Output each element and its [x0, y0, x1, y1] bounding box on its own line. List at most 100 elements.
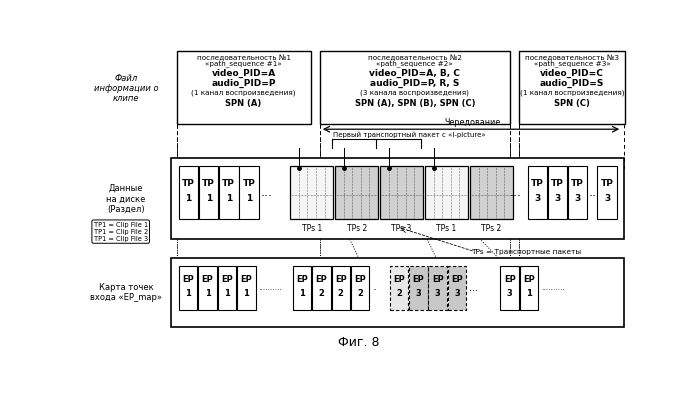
Bar: [500, 266, 519, 310]
Bar: [428, 266, 447, 310]
Bar: [520, 266, 538, 310]
Bar: [448, 266, 466, 310]
Text: 3: 3: [415, 289, 421, 298]
Text: 1: 1: [299, 289, 305, 298]
Text: SPN (A): SPN (A): [225, 99, 261, 108]
Bar: [320, 51, 510, 124]
Text: TP: TP: [571, 179, 584, 188]
Text: Первый транспортный пакет с «I-picture»: Первый транспортный пакет с «I-picture»: [333, 131, 486, 138]
Text: TPs 2: TPs 2: [347, 224, 367, 233]
Text: ..........: ..........: [541, 283, 565, 292]
Bar: [598, 166, 617, 218]
Text: SPN (A), SPN (B), SPN (C): SPN (A), SPN (B), SPN (C): [354, 99, 475, 108]
Bar: [177, 51, 310, 124]
Text: •: •: [99, 232, 103, 241]
Text: 2: 2: [396, 289, 402, 298]
Text: последовательность №3: последовательность №3: [525, 54, 619, 61]
Text: EP: EP: [393, 275, 405, 284]
Bar: [548, 166, 567, 218]
Text: ..: ..: [372, 283, 377, 292]
Bar: [179, 266, 197, 310]
Text: 3: 3: [575, 194, 581, 203]
Text: «path_sequence #2»: «path_sequence #2»: [377, 61, 453, 67]
Text: 1: 1: [205, 289, 210, 298]
Text: SPN (C): SPN (C): [554, 99, 590, 108]
Text: EP: EP: [335, 275, 347, 284]
Bar: [237, 266, 256, 310]
Bar: [312, 266, 331, 310]
Text: TPs = Транспортные пакеты: TPs = Транспортные пакеты: [471, 249, 581, 255]
Text: 2: 2: [357, 289, 363, 298]
Bar: [219, 166, 238, 218]
Text: EP: EP: [432, 275, 444, 284]
Text: (1 канал воспроизведения): (1 канал воспроизведения): [192, 89, 296, 96]
Bar: [331, 266, 350, 310]
Text: EP: EP: [201, 275, 213, 284]
Text: TPs 1: TPs 1: [436, 224, 456, 233]
Text: TPs 2: TPs 2: [482, 224, 502, 233]
Bar: [290, 166, 333, 218]
Text: 1: 1: [526, 289, 532, 298]
Text: ...: ...: [589, 186, 601, 199]
Text: TP1 = Clip File 1
TP1 = Clip File 2
TP1 = Clip File 3: TP1 = Clip File 1 TP1 = Clip File 2 TP1 …: [94, 222, 147, 242]
Text: (1 канал воспроизведения): (1 канал воспроизведения): [520, 89, 624, 96]
Text: Данные
на диске
(Раздел): Данные на диске (Раздел): [106, 184, 146, 214]
Bar: [380, 166, 423, 218]
Text: Фиг. 8: Фиг. 8: [338, 336, 380, 349]
Text: ...: ...: [468, 283, 477, 293]
Bar: [217, 266, 236, 310]
Bar: [568, 166, 587, 218]
Text: Файл
информации о
клипе: Файл информации о клипе: [94, 73, 159, 103]
Text: 1: 1: [243, 289, 249, 298]
Text: video_PID=A, B, C: video_PID=A, B, C: [369, 69, 460, 78]
Text: Чередование: Чередование: [445, 118, 500, 127]
Text: TPs 1: TPs 1: [301, 224, 322, 233]
Text: (3 канала воспроизведения): (3 канала воспроизведения): [361, 89, 469, 96]
Text: 1: 1: [206, 194, 212, 203]
Text: TPs 3: TPs 3: [391, 224, 412, 233]
Text: последовательность №2: последовательность №2: [368, 54, 462, 61]
Text: «path_sequence #3»: «path_sequence #3»: [534, 61, 610, 67]
Text: «path_sequence #1»: «path_sequence #1»: [206, 61, 282, 67]
Text: TP: TP: [531, 179, 544, 188]
Text: 2: 2: [338, 289, 344, 298]
Text: 1: 1: [246, 194, 252, 203]
Text: EP: EP: [451, 275, 463, 284]
Bar: [293, 266, 311, 310]
Bar: [199, 166, 218, 218]
Text: 2: 2: [319, 289, 324, 298]
Text: EP: EP: [504, 275, 516, 284]
Text: 3: 3: [534, 194, 540, 203]
Bar: [179, 166, 199, 218]
Text: EP: EP: [221, 275, 233, 284]
Text: EP: EP: [182, 275, 194, 284]
Bar: [351, 266, 370, 310]
Text: 1: 1: [226, 194, 232, 203]
Text: 1: 1: [224, 289, 230, 298]
Text: EP: EP: [315, 275, 327, 284]
Text: 3: 3: [554, 194, 561, 203]
Bar: [239, 166, 259, 218]
Text: ...: ...: [509, 186, 521, 199]
Text: 3: 3: [454, 289, 460, 298]
Text: video_PID=A: video_PID=A: [211, 69, 275, 78]
Text: audio_PID=P, R, S: audio_PID=P, R, S: [370, 79, 459, 87]
Text: 1: 1: [185, 194, 192, 203]
Text: EP: EP: [412, 275, 424, 284]
Bar: [528, 166, 547, 218]
Text: последовательность №1: последовательность №1: [196, 54, 291, 61]
Text: ..........: ..........: [258, 283, 282, 292]
Bar: [171, 158, 624, 239]
Bar: [199, 266, 217, 310]
Text: 1: 1: [185, 289, 191, 298]
Text: EP: EP: [296, 275, 308, 284]
Text: ...: ...: [261, 186, 273, 199]
Text: 3: 3: [435, 289, 440, 298]
Bar: [470, 166, 513, 218]
Bar: [425, 166, 468, 218]
Text: 3: 3: [507, 289, 512, 298]
Text: EP: EP: [354, 275, 366, 284]
Text: Карта точек
входа «EP_map»: Карта точек входа «EP_map»: [90, 283, 162, 302]
Text: audio_PID=S: audio_PID=S: [540, 79, 605, 87]
Text: TP: TP: [243, 179, 255, 188]
